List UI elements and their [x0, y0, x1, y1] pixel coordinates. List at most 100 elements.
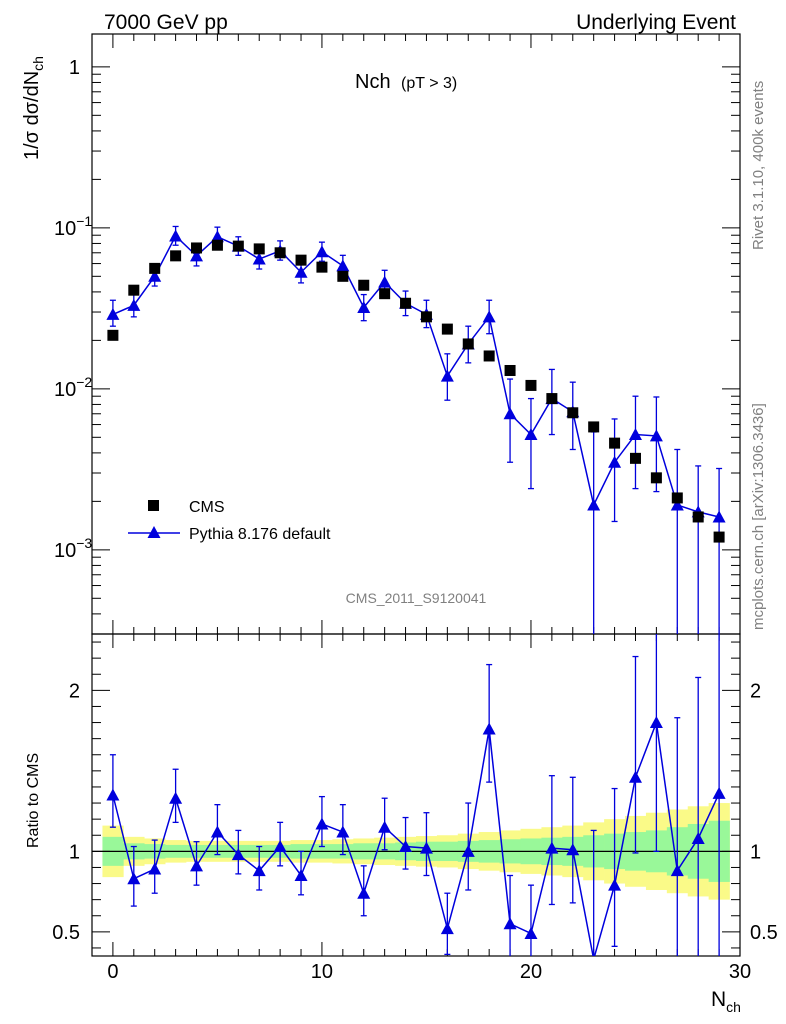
ratio-point	[148, 862, 162, 875]
cms-point	[170, 250, 182, 262]
x-axis-label-sub: ch	[726, 999, 741, 1015]
pythia-point	[252, 252, 266, 265]
pythia-point	[482, 310, 496, 323]
ratio-point	[628, 770, 642, 783]
cms-point	[462, 338, 474, 350]
cms-point	[692, 511, 704, 523]
pythia-point	[378, 275, 392, 288]
y-tick-label: 10−3	[54, 535, 92, 562]
ratio-point	[127, 872, 141, 885]
plot-title-main: Nch	[355, 71, 391, 93]
cms-point	[588, 421, 600, 433]
ratio-point	[712, 786, 726, 799]
ratio-point	[482, 722, 496, 735]
cms-point	[483, 350, 495, 362]
cms-point	[337, 270, 349, 282]
ratio-point	[294, 869, 308, 881]
y-tick-label-base: 10	[54, 379, 76, 401]
ratio-plot-marks	[106, 634, 726, 956]
ratio-point	[231, 848, 245, 861]
x-tick-label: 30	[729, 961, 751, 983]
side-label-rivet: Rivet 3.1.10, 400k events	[750, 81, 767, 250]
y-tick-label: 10−2	[54, 374, 92, 401]
ratio-point	[273, 840, 287, 853]
cms-point	[650, 472, 662, 484]
y-tick-label-exponent: −1	[76, 213, 92, 229]
pythia-point	[503, 407, 517, 420]
main-plot-frame	[91, 33, 741, 635]
ratio-y-tick-label-right: 0.5	[750, 922, 778, 944]
ratio-point	[545, 841, 559, 854]
pythia-point	[169, 229, 183, 242]
pythia-point	[148, 269, 162, 282]
pythia-point	[608, 455, 622, 468]
main-y-axis-label: 1/σ dσ/dNch	[21, 56, 46, 160]
cms-point	[211, 239, 223, 251]
side-label-mcplots: mcplots.cern.ch [arXiv:1306.3436]	[750, 403, 767, 630]
y-tick-label-base: 10	[54, 218, 76, 240]
y-tick-label-exponent: −3	[76, 535, 92, 551]
y-tick-label: 10−1	[54, 213, 92, 240]
legend-cms-marker	[148, 500, 159, 511]
cms-point	[191, 242, 203, 254]
cms-point	[420, 311, 432, 323]
axis-ticks	[91, 34, 741, 956]
cms-point	[546, 393, 558, 405]
cms-point	[629, 452, 641, 464]
main-y-axis-label-sub: ch	[30, 56, 46, 71]
pythia-point	[315, 245, 329, 258]
ratio-point	[524, 926, 538, 939]
cms-point	[316, 261, 328, 273]
ratio-y-tick-label-left: 0.5	[52, 922, 80, 944]
ratio-point	[106, 788, 120, 801]
ratio-y-tick-label-right: 2	[750, 680, 761, 702]
ratio-point	[608, 878, 622, 891]
pythia-point	[670, 498, 684, 511]
legend-pythia-label: Pythia 8.176 default	[189, 526, 331, 543]
cms-point	[107, 329, 119, 341]
cms-point	[253, 243, 265, 255]
x-tick-label: 20	[520, 961, 542, 983]
pythia-point	[440, 369, 454, 382]
legend-pythia-marker	[147, 526, 161, 538]
ratio-point	[670, 864, 684, 877]
header-left-label: 7000 GeV pp	[104, 11, 228, 34]
ratio-y-axis-label: Ratio to CMS	[25, 753, 42, 848]
x-axis-label-text: N	[711, 988, 726, 1011]
cms-point	[609, 437, 621, 449]
cms-point	[400, 297, 412, 309]
pythia-series-line	[112, 234, 720, 518]
pythia-point	[712, 510, 726, 523]
legend-cms-label: CMS	[189, 499, 225, 516]
ratio-point	[252, 864, 266, 877]
pythia-point	[127, 298, 141, 311]
cms-point	[358, 279, 370, 291]
cms-point	[379, 288, 391, 300]
legend: CMS Pythia 8.176 default	[128, 499, 331, 543]
ratio-y-tick-label-right: 1	[750, 841, 761, 863]
cms-point	[441, 323, 453, 335]
x-tick-label: 10	[311, 961, 333, 983]
pythia-point	[294, 265, 308, 278]
pythia-point	[524, 428, 538, 441]
ratio-y-tick-label-left: 1	[69, 841, 80, 863]
x-axis-label: Nch	[711, 988, 741, 1015]
cms-point	[525, 379, 537, 391]
ratio-point	[503, 917, 517, 930]
main-plot-marks	[106, 225, 726, 634]
pythia-point	[336, 259, 350, 272]
plot-title: Nch (pT > 3)	[355, 71, 457, 93]
cms-point	[128, 284, 140, 296]
ratio-point	[210, 825, 224, 838]
x-tick-label: 0	[107, 961, 118, 983]
ratio-point	[190, 859, 204, 872]
pythia-point	[649, 429, 663, 442]
y-tick-label-base: 10	[54, 540, 76, 562]
ratio-point	[419, 841, 433, 854]
ratio-plot-frame	[91, 633, 741, 957]
cms-point	[567, 407, 579, 419]
main-y-axis-label-text: 1/σ dσ/dN	[21, 71, 43, 160]
cms-point	[295, 254, 307, 266]
pythia-point	[628, 428, 642, 441]
